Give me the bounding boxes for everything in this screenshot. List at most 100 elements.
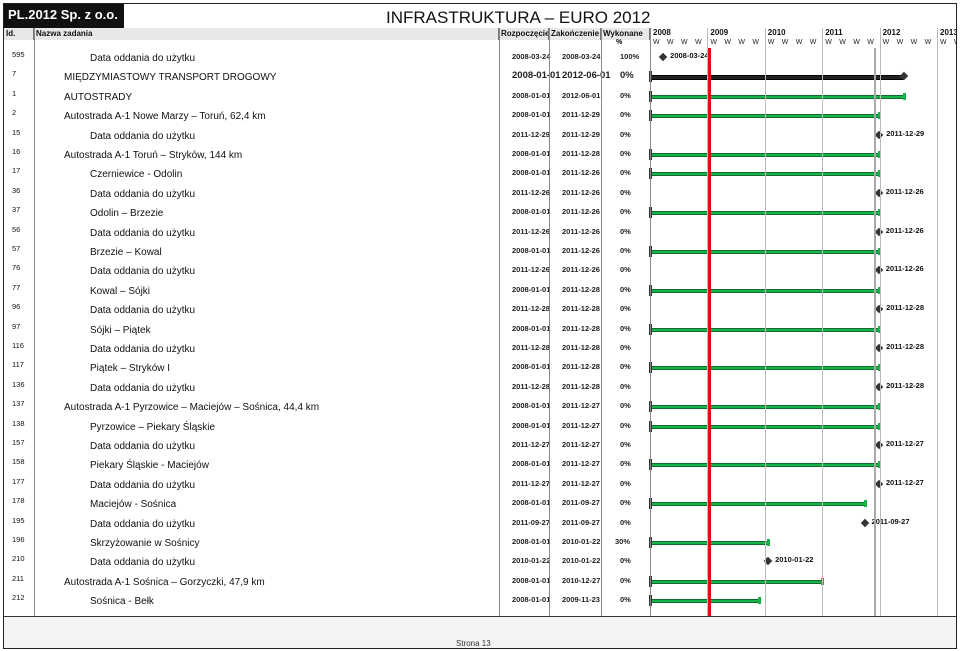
task-start: 2008-01-01 [512, 575, 551, 585]
task-done-pct: 0% [620, 478, 631, 488]
task-end: 2010-01-22 [562, 537, 601, 546]
task-row[interactable]: 116 Data oddania do użytku 2011-12-28 2011-… [4, 339, 956, 358]
task-row[interactable]: 595 Data oddania do użytku 2008-03-24 2008-… [4, 48, 956, 67]
task-row[interactable]: 158 Piekary Śląskie - Maciejów 2008-01-01 2… [4, 455, 956, 474]
task-id: 211 [12, 573, 24, 583]
task-name: Kowal – Sójki [90, 285, 151, 297]
task-row[interactable]: 17 Czerniewice - Odolin 2008-01-01 2011-12-… [4, 164, 956, 183]
task-start: 2008-01-01 [512, 362, 551, 372]
task-end: 2011-12-28 [562, 362, 600, 372]
timeline-year: 2011 [822, 28, 879, 38]
bar-end-cap [878, 325, 882, 333]
task-bar[interactable] [650, 502, 865, 507]
task-id: 177 [12, 476, 25, 486]
task-row[interactable]: 138 Pyrzowice – Piekary Śląskie 2008-01-01… [4, 417, 956, 436]
timeline-week: W [940, 39, 947, 46]
task-row[interactable]: 195 Data oddania do użytku 2011-09-27 2011-… [4, 514, 956, 533]
task-id: 2 [12, 108, 17, 118]
task-row[interactable]: 212 Sośnica - Bełk 2008-01-01 2009-11-23 0% [4, 591, 956, 610]
task-start: 2011-12-28 [512, 343, 550, 352]
task-row[interactable]: 15 Data oddania do użytku 2011-12-29 2011-1… [4, 126, 956, 145]
task-row[interactable]: 97 Sójki – Piątek 2008-01-01 2011-12-28 0% [4, 320, 956, 339]
task-done-pct: 0% [620, 187, 631, 197]
task-end: 2011-12-27 [562, 420, 600, 430]
page-number: Strona 13 [456, 639, 491, 648]
task-name: Pyrzowice – Piekary Śląskie [90, 421, 216, 433]
task-start: 2008-01-01 [512, 420, 551, 430]
column-divider [499, 28, 500, 616]
task-name: Data oddania do użytku [90, 53, 196, 64]
task-end: 2011-12-28 [562, 323, 600, 333]
task-row[interactable]: 37 Odolin – Brzezie 2008-01-01 2011-12-26 0% [4, 203, 956, 222]
column-divider [34, 28, 35, 616]
task-done-pct: 0% [620, 207, 631, 217]
timeline-week: W [695, 39, 702, 46]
task-row[interactable]: 16 Autostrada A-1 Toruń – Stryków, 144 km… [4, 145, 956, 164]
task-row[interactable]: 178 Maciejów - Sośnica 2008-01-01 2011-09-2… [4, 494, 956, 513]
task-bar[interactable] [650, 94, 904, 99]
task-end: 2011-12-26 [562, 187, 600, 197]
task-end: 2011-12-28 [562, 149, 600, 158]
task-row[interactable]: 2 Autostrada A-1 Nowe Marzy – Toruń, 62,4… [4, 106, 956, 125]
column-divider [650, 28, 651, 616]
task-row[interactable]: 1 AUTOSTRADY 2008-01-01 2012-06-01 0% [4, 87, 956, 106]
task-id: 36 [12, 185, 21, 195]
summary-bar[interactable] [650, 75, 904, 81]
task-row[interactable]: 77 Kowal – Sójki 2008-01-01 2011-12-28 0% [4, 281, 956, 300]
task-row[interactable]: 157 Data oddania do użytku 2011-12-27 2011-… [4, 436, 956, 455]
timeline-year: 2013 [937, 28, 956, 38]
task-start: 2011-12-27 [512, 440, 550, 449]
milestone-label: 2011-12-26 [885, 264, 924, 274]
task-row[interactable]: 56 Data oddania do użytku 2011-12-26 2011-1… [4, 223, 956, 242]
task-row[interactable]: 210 Data oddania do użytku 2010-01-22 2010-… [4, 552, 956, 571]
task-row[interactable]: 211 Autostrada A-1 Sośnica – Gorzyczki, 4… [4, 572, 956, 591]
task-row[interactable]: 196 Skrzyżowanie w Sośnicy 2008-01-01 2010-… [4, 533, 956, 552]
task-done-pct: 0% [620, 70, 634, 82]
task-name: Czerniewice - Odolin [90, 169, 183, 181]
task-name: Autostrada A-1 Toruń – Stryków, 144 km [64, 150, 243, 161]
task-done-pct: 0% [620, 401, 631, 411]
task-row[interactable]: 76 Data oddania do użytku 2011-12-26 2011-1… [4, 261, 956, 280]
task-id: 76 [12, 263, 21, 273]
task-name: Sójki – Piątek [90, 324, 151, 336]
task-name: MIĘDZYMIASTOWY TRANSPORT DROGOWY [64, 72, 277, 84]
task-start: 2008-01-01 [512, 70, 561, 82]
task-end: 2011-12-28 [562, 381, 600, 391]
col-header-id: Id. [4, 28, 34, 40]
task-name: Sośnica - Bełk [90, 596, 154, 608]
task-row[interactable]: 36 Data oddania do użytku 2011-12-26 2011-1… [4, 184, 956, 203]
timeline-week: W [653, 39, 660, 46]
task-end: 2012-06-01 [562, 90, 601, 100]
task-row[interactable]: 57 Brzezie – Kowal 2008-01-01 2011-12-26 0% [4, 242, 956, 261]
task-start: 2008-01-01 [512, 284, 551, 294]
task-row[interactable]: 7 MIĘDZYMIASTOWY TRANSPORT DROGOWY 2008-01… [4, 67, 956, 86]
task-done-pct: 0% [620, 168, 631, 178]
task-done-pct: 0% [620, 420, 631, 430]
task-row[interactable]: 177 Data oddania do użytku 2011-12-27 2011-… [4, 475, 956, 494]
milestone-diamond[interactable] [658, 52, 668, 62]
task-row[interactable]: 117 Piątek – Stryków I 2008-01-01 2011-12-2… [4, 358, 956, 377]
task-id: 595 [12, 50, 25, 59]
task-id: 116 [12, 341, 24, 350]
task-name: Data oddania do użytku [90, 130, 196, 142]
task-row[interactable]: 136 Data oddania do użytku 2011-12-28 2011-… [4, 378, 956, 397]
task-done-pct: 30% [615, 537, 631, 546]
task-start: 2008-01-01 [512, 149, 551, 158]
task-start: 2008-01-01 [512, 110, 551, 120]
task-end: 2011-12-26 [562, 246, 600, 255]
task-row[interactable]: 137 Autostrada A-1 Pyrzowice – Maciejów –… [4, 397, 956, 416]
task-bar[interactable] [650, 599, 759, 604]
timeline-week: W [910, 39, 918, 46]
task-done-pct: 0% [620, 575, 631, 585]
col-header-done: Wykonane [601, 28, 650, 40]
timeline-week: W [667, 39, 674, 46]
task-start: 2011-12-26 [512, 187, 550, 197]
task-bar[interactable] [650, 579, 822, 584]
task-start: 2008-01-01 [512, 537, 551, 546]
timeline-week: W [839, 39, 846, 46]
task-row[interactable]: 96 Data oddania do użytku 2011-12-28 2011-1… [4, 300, 956, 319]
milestone-diamond[interactable] [860, 518, 869, 527]
year-divider [764, 28, 766, 616]
task-end: 2011-12-27 [562, 401, 600, 411]
task-end: 2011-12-29 [562, 110, 600, 120]
